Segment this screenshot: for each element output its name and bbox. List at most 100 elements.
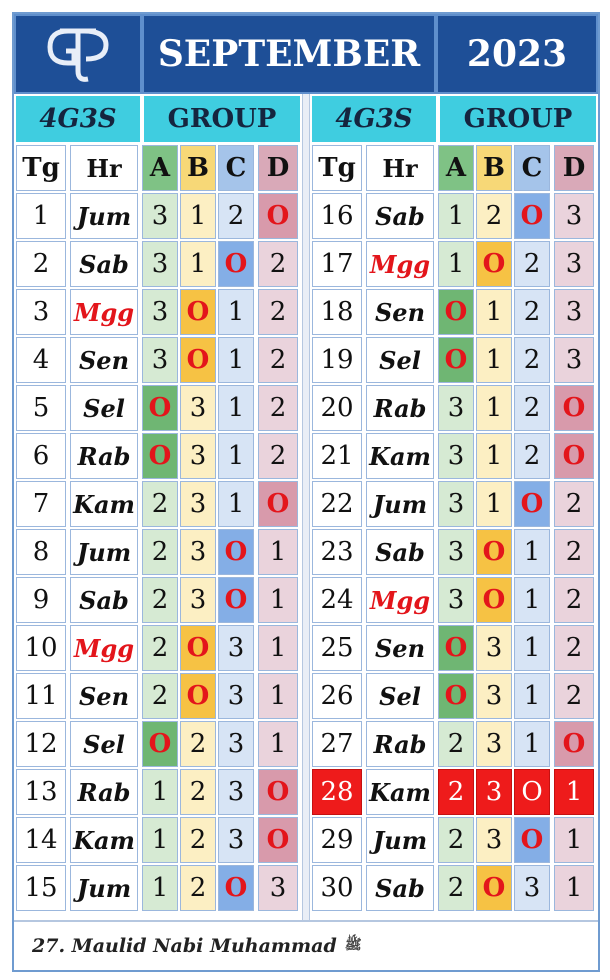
group-c-shift-cell: 1 [514, 529, 550, 575]
group-d-shift-cell: 1 [554, 817, 594, 863]
group-d-shift-cell: 3 [554, 289, 594, 335]
col-header-b: B [476, 145, 512, 191]
group-c-shift-cell: 1 [218, 289, 254, 335]
date-cell: 8 [16, 529, 66, 575]
group-c-shift-cell: 2 [514, 433, 550, 479]
group-a-shift-cell: O [142, 385, 178, 431]
group-b-shift-cell: O [180, 337, 216, 383]
group-a-shift-cell: 2 [142, 577, 178, 623]
day-cell: Kam [366, 769, 434, 815]
day-cell: Rab [70, 769, 138, 815]
group-d-shift-cell: 2 [554, 529, 594, 575]
group-b-shift-cell: 3 [180, 529, 216, 575]
col-header-d: D [554, 145, 594, 191]
group-b-shift-cell: O [476, 241, 512, 287]
group-c-shift-cell: 1 [514, 673, 550, 719]
group-c-shift-cell: 2 [514, 337, 550, 383]
group-b-shift-cell: 1 [180, 241, 216, 287]
day-cell: Sab [366, 865, 434, 911]
group-b-shift-cell: 3 [476, 625, 512, 671]
group-c-shift-cell: 1 [218, 337, 254, 383]
group-b-shift-cell: 3 [180, 577, 216, 623]
group-d-shift-cell: 1 [554, 865, 594, 911]
table-row: 27 Rab 2 3 1 O [310, 720, 598, 768]
group-b-shift-cell: 1 [180, 193, 216, 239]
group-c-shift-cell: 2 [514, 385, 550, 431]
group-c-shift-cell: O [218, 577, 254, 623]
group-c-shift-cell: 1 [218, 481, 254, 527]
day-cell: Kam [70, 817, 138, 863]
gtp-logo-icon [47, 28, 109, 82]
group-a-shift-cell: O [142, 721, 178, 767]
date-cell: 10 [16, 625, 66, 671]
date-cell: 4 [16, 337, 66, 383]
date-cell: 28 [312, 769, 362, 815]
day-cell: Jum [70, 865, 138, 911]
day-cell: Mgg [366, 241, 434, 287]
group-d-shift-cell: O [258, 481, 298, 527]
group-c-shift-cell: 1 [218, 385, 254, 431]
group-d-shift-cell: 1 [258, 577, 298, 623]
group-c-shift-cell: 3 [218, 673, 254, 719]
table-row: 19 Sel O 1 2 3 [310, 336, 598, 384]
group-a-shift-cell: O [142, 433, 178, 479]
group-d-shift-cell: 2 [258, 337, 298, 383]
table-row: 7 Kam 2 3 1 O [14, 480, 302, 528]
group-b-shift-cell: 2 [180, 817, 216, 863]
group-d-shift-cell: 3 [258, 865, 298, 911]
group-c-shift-cell: O [514, 817, 550, 863]
group-a-shift-cell: 2 [142, 529, 178, 575]
date-cell: 30 [312, 865, 362, 911]
group-a-shift-cell: 3 [438, 577, 474, 623]
date-cell: 25 [312, 625, 362, 671]
group-a-shift-cell: 2 [438, 721, 474, 767]
group-a-shift-cell: 1 [142, 817, 178, 863]
group-d-shift-cell: 2 [554, 625, 594, 671]
day-cell: Jum [366, 817, 434, 863]
group-b-shift-cell: O [180, 673, 216, 719]
group-d-shift-cell: O [258, 769, 298, 815]
table-row: 15 Jum 1 2 O 3 [14, 864, 302, 912]
day-cell: Rab [366, 721, 434, 767]
group-c-shift-cell: 3 [514, 865, 550, 911]
table-row: 18 Sen O 1 2 3 [310, 288, 598, 336]
table-row: 26 Sel O 3 1 2 [310, 672, 598, 720]
date-cell: 26 [312, 673, 362, 719]
table-row: 21 Kam 3 1 2 O [310, 432, 598, 480]
group-c-shift-cell: 3 [218, 721, 254, 767]
group-d-shift-cell: 2 [554, 577, 594, 623]
date-cell: 19 [312, 337, 362, 383]
group-a-shift-cell: O [438, 673, 474, 719]
group-d-shift-cell: O [554, 721, 594, 767]
group-label-left: GROUP [142, 94, 302, 144]
group-subheader: 4G3S GROUP 4G3S GROUP [14, 94, 598, 144]
table-row: 12 Sel O 2 3 1 [14, 720, 302, 768]
group-c-shift-cell: O [514, 769, 550, 815]
group-a-shift-cell: 3 [438, 433, 474, 479]
date-cell: 22 [312, 481, 362, 527]
group-a-shift-cell: O [438, 289, 474, 335]
table-row: 28 Kam 2 3 O 1 [310, 768, 598, 816]
group-d-shift-cell: 2 [554, 673, 594, 719]
group-b-shift-cell: 2 [180, 865, 216, 911]
group-d-shift-cell: 1 [258, 673, 298, 719]
table-row: 11 Sen 2 O 3 1 [14, 672, 302, 720]
group-a-shift-cell: O [438, 625, 474, 671]
date-cell: 27 [312, 721, 362, 767]
day-cell: Sel [70, 721, 138, 767]
date-cell: 12 [16, 721, 66, 767]
group-b-shift-cell: 2 [476, 193, 512, 239]
group-b-shift-cell: O [476, 529, 512, 575]
date-cell: 3 [16, 289, 66, 335]
date-cell: 13 [16, 769, 66, 815]
day-cell: Mgg [366, 577, 434, 623]
table-row: 22 Jum 3 1 O 2 [310, 480, 598, 528]
col-header-hr: Hr [70, 145, 138, 191]
group-a-shift-cell: 3 [438, 481, 474, 527]
date-cell: 5 [16, 385, 66, 431]
day-cell: Sel [70, 385, 138, 431]
group-b-shift-cell: O [476, 577, 512, 623]
day-cell: Jum [70, 529, 138, 575]
group-a-shift-cell: 3 [142, 289, 178, 335]
table-row: 30 Sab 2 O 3 1 [310, 864, 598, 912]
